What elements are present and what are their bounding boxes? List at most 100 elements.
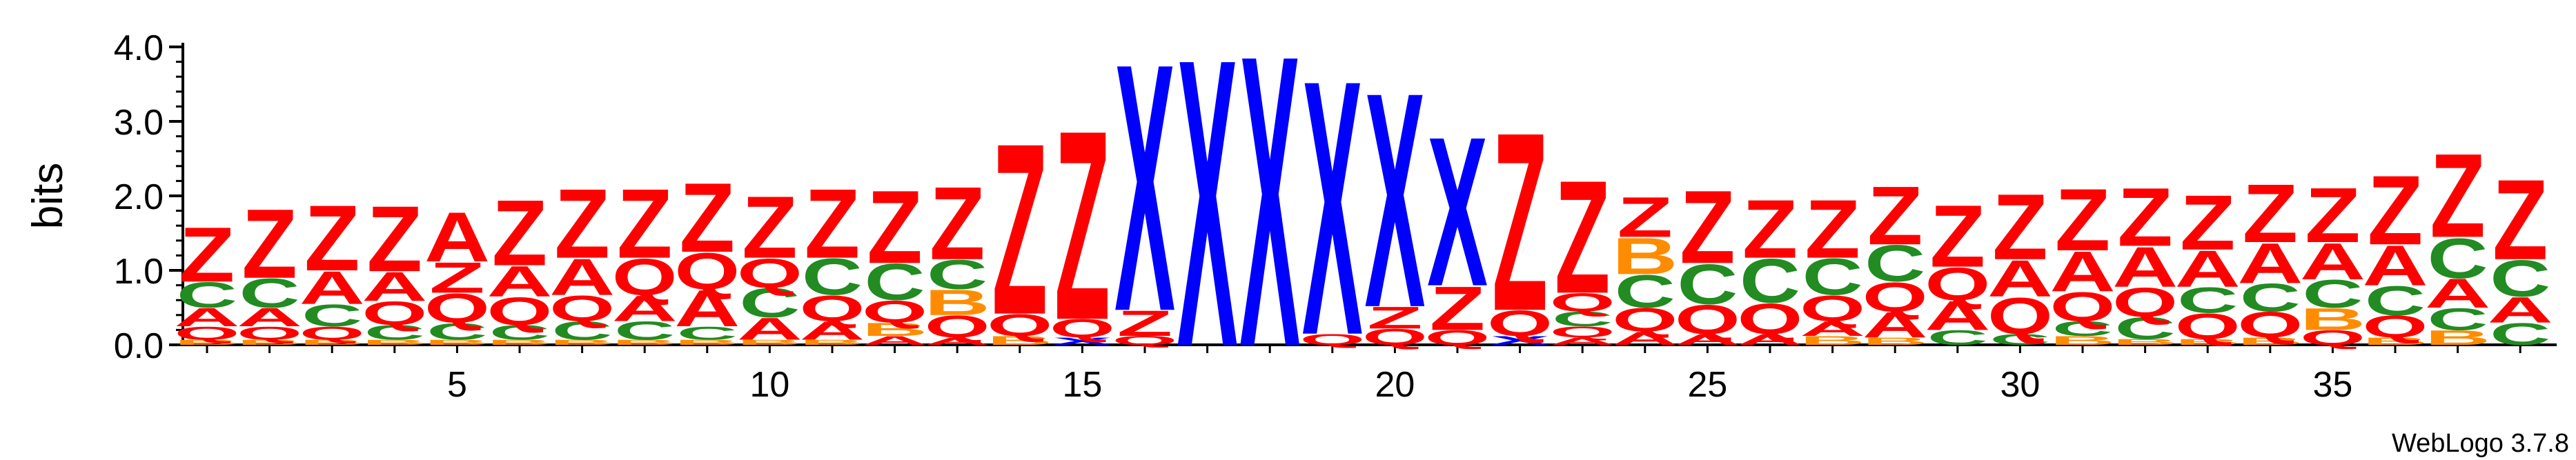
logo-letter-q: Q — [1800, 288, 1865, 329]
logo-letter-q: Q — [2300, 326, 2366, 350]
logo-letter-z: Z — [867, 170, 922, 286]
logo-letter-z: Z — [1805, 183, 1860, 276]
logo-letter-q: Q — [1299, 331, 1365, 348]
y-tick-label: 4.0 — [114, 28, 164, 68]
logo-letter-a: A — [237, 303, 302, 332]
logo-letter-z: Z — [930, 166, 985, 282]
logo-letter-z: Z — [2117, 170, 2172, 263]
logo-letter-q: Q — [612, 248, 678, 306]
x-tick-label: 35 — [2312, 365, 2352, 405]
logo-letter-x: X — [1052, 335, 1112, 347]
logo-letter-a: A — [549, 248, 615, 306]
logo-letter-a: A — [1737, 331, 1802, 348]
logo-letter-b: B — [2049, 334, 2115, 348]
logo-letter-a: A — [2049, 240, 2115, 304]
x-ticks: 5 10 15 20 25 30 35 — [206, 345, 2521, 405]
logo-letter-b: B — [737, 338, 803, 346]
logo-letter-z: Z — [2368, 155, 2423, 266]
logo-letter-b: B — [174, 338, 239, 346]
logo-letter-q: Q — [674, 242, 740, 300]
logo-letter-z: Z — [1867, 169, 1923, 262]
logo-letter-a: A — [1862, 305, 1928, 346]
logo-letter-b: B — [1800, 334, 1865, 348]
logo-letter-z: Z — [429, 253, 484, 302]
logo-letter-a: A — [1612, 328, 1678, 349]
logo-letter-x: X — [1427, 93, 1488, 331]
logo-letter-a: A — [1800, 317, 1865, 341]
logo-letter-c: C — [2490, 250, 2550, 308]
logo-letter-a: A — [362, 263, 427, 310]
logo-letter-q: Q — [1862, 274, 1928, 320]
logo-letter-c: C — [2365, 278, 2426, 324]
x-tick-label: 30 — [2000, 365, 2040, 405]
logo-letter-z: Z — [2305, 172, 2360, 259]
logo-letter-b: B — [2425, 326, 2490, 350]
logo-letter-a: A — [862, 334, 927, 348]
logo-letter-z: Z — [680, 163, 735, 273]
logo-letter-b: B — [799, 338, 865, 346]
logo-letter-z: Z — [992, 92, 1048, 366]
logo-letter-q: Q — [1487, 303, 1553, 343]
logo-letter-z: Z — [367, 187, 422, 291]
logo-letter-z: Z — [554, 169, 609, 279]
logo-letter-a: A — [2175, 240, 2241, 298]
logo-letter-c: C — [2115, 311, 2176, 346]
logo-letter-c: C — [552, 317, 613, 346]
logo-letter-z: Z — [1054, 74, 1110, 376]
logo-letter-z: Z — [805, 169, 860, 279]
logo-letter-z: Z — [2180, 179, 2235, 266]
logo-letter-c: C — [1677, 253, 1738, 317]
logo-letter-c: C — [239, 270, 300, 317]
logo-letter-q: Q — [2175, 306, 2241, 347]
logo-letter-b: B — [2175, 337, 2241, 347]
logo-letter-q: Q — [1112, 334, 1178, 348]
logo-letter-q: Q — [1738, 294, 1803, 343]
y-tick-label: 3.0 — [114, 103, 164, 143]
logo-letter-q: Q — [1050, 314, 1115, 343]
logo-letter-q: Q — [1550, 323, 1615, 341]
logo-letter-c: C — [2428, 227, 2488, 290]
logo-letter-q: Q — [1675, 297, 1740, 343]
logo-letter-q: Q — [362, 294, 427, 332]
logo-letter-q: Q — [487, 290, 553, 334]
logo-letter-a: A — [2362, 234, 2428, 298]
logo-letter-a: A — [1987, 250, 2053, 308]
logo-letter-c: C — [677, 323, 738, 343]
logo-letter-z: Z — [304, 186, 360, 290]
logo-letter-b: B — [1862, 335, 1928, 347]
y-tick-label: 1.0 — [114, 252, 164, 292]
weblogo-credit: WebLogo 3.7.8 — [2391, 429, 2569, 458]
logo-letter-q: Q — [2050, 283, 2116, 330]
logo-letter-c: C — [489, 321, 550, 344]
logo-letter-a: A — [2237, 232, 2303, 296]
logo-letter-b: B — [549, 338, 615, 346]
logo-letter-c: C — [2490, 317, 2550, 352]
logo-letter-c: C — [1989, 331, 2050, 348]
y-ticks: 0.0 1.0 2.0 3.0 4.0 — [114, 28, 183, 366]
logo-letter-q: Q — [1425, 326, 1491, 350]
logo-letter-a: A — [2425, 270, 2490, 317]
logo-letter-b: B — [2300, 302, 2366, 337]
logo-letter-a: A — [2300, 232, 2366, 290]
logo-letter-x: X — [1114, 0, 1176, 386]
logo-letter-x: X — [1364, 28, 1426, 372]
x-tick-label: 5 — [447, 365, 467, 405]
logo-letter-z: Z — [242, 189, 297, 299]
logo-letter-c: C — [802, 248, 863, 306]
logo-letter-q: Q — [987, 308, 1052, 343]
logo-letter-c: C — [2302, 272, 2363, 317]
logo-letter-z: Z — [492, 181, 547, 286]
logo-letter-c: C — [1740, 246, 1800, 316]
x-tick-label: 10 — [749, 365, 789, 405]
logo-letter-z: Z — [1430, 274, 1485, 343]
logo-letter-c: C — [614, 317, 675, 346]
logo-letter-b: B — [925, 282, 990, 323]
logo-letter-a: A — [799, 316, 865, 345]
logo-letter-q: Q — [2112, 279, 2178, 326]
logo-letter-c: C — [865, 253, 925, 311]
logo-letter-z: Z — [2055, 170, 2110, 269]
logo-letter-b: B — [674, 338, 740, 346]
logo-letter-q: Q — [800, 288, 865, 329]
logo-letter-q: Q — [2237, 304, 2303, 345]
x-tick-label: 20 — [1375, 365, 1415, 405]
